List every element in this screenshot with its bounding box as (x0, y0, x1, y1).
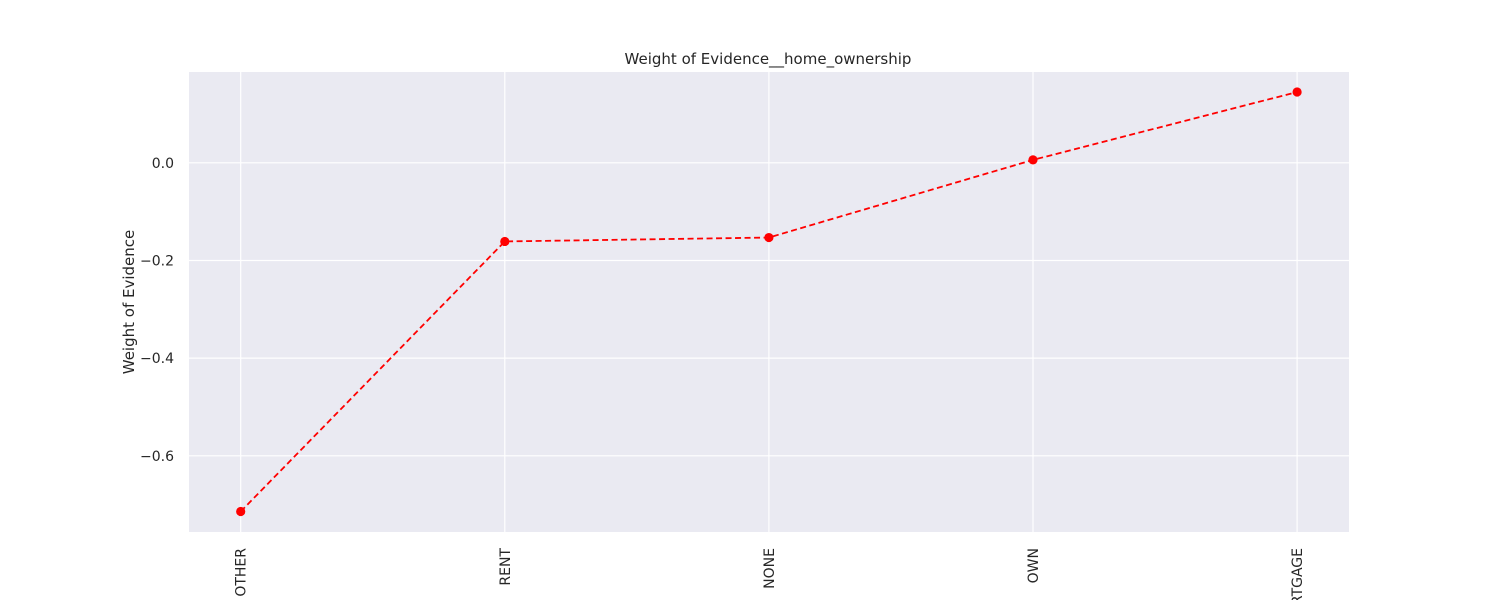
x-tick-label: NONE (762, 548, 778, 589)
data-point (1028, 155, 1038, 165)
chart-title: Weight of Evidence__home_ownership (625, 50, 912, 69)
y-tick-label: −0.6 (140, 449, 174, 465)
x-tick-label: RENT (498, 548, 514, 586)
data-point (236, 506, 246, 517)
x-tick-label: MORTGAGE (1290, 548, 1306, 600)
x-tick-label: OTHER (234, 548, 250, 597)
grid (189, 72, 1349, 532)
y-tick-label: −0.4 (140, 351, 174, 367)
y-tick-label: −0.2 (140, 253, 174, 269)
y-axis-label: Weight of Evidence (120, 230, 138, 375)
x-tick-labels: OTHER RENT NONE OWN MORTGAGE (234, 548, 1306, 600)
data-point (764, 232, 774, 243)
x-tick-label: OWN (1026, 548, 1042, 583)
data-point (1292, 87, 1302, 97)
y-tick-labels: 0.0 −0.2 −0.4 −0.6 (140, 156, 174, 465)
series-layer (236, 87, 1302, 517)
y-tick-label: 0.0 (152, 156, 174, 172)
data-point (500, 236, 510, 247)
